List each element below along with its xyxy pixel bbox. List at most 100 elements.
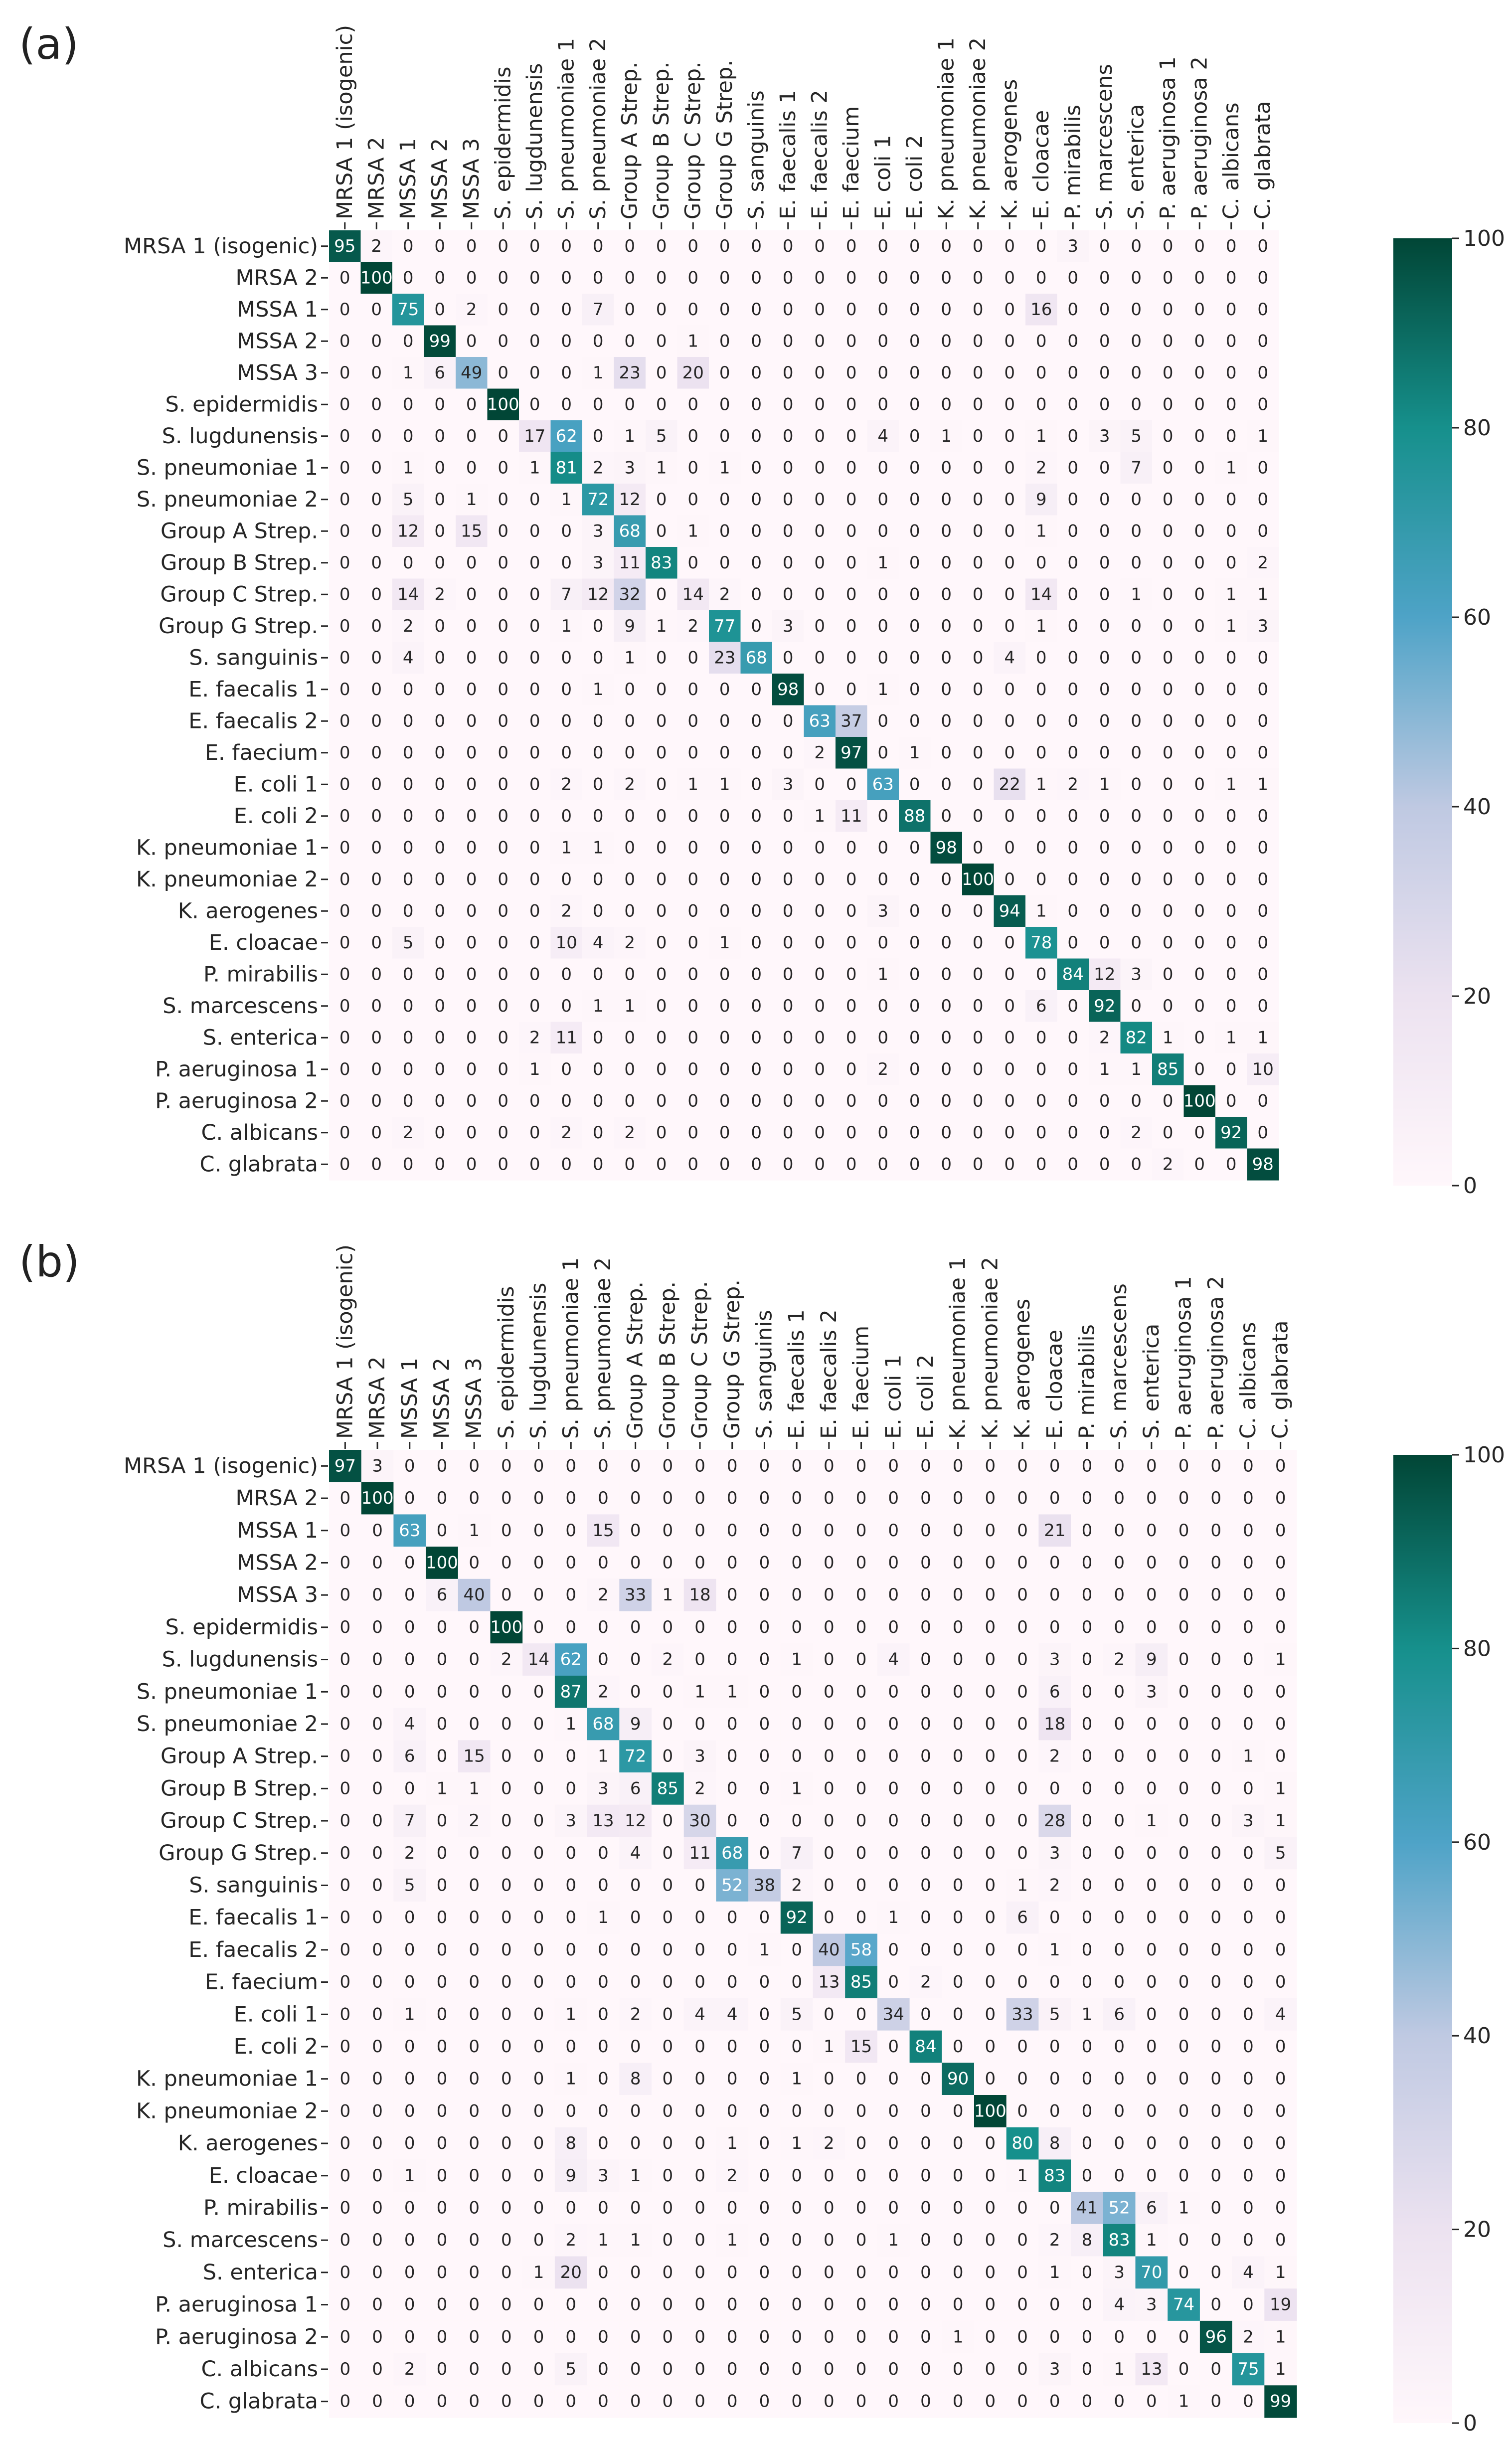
cell-value-label: 0 — [953, 1488, 964, 1508]
cell-value-label: 0 — [783, 1059, 794, 1079]
heatmap-cell — [772, 325, 805, 357]
cell-value-label: 0 — [656, 648, 667, 668]
heatmap-cell — [392, 832, 425, 864]
cell-value-label: 0 — [1163, 584, 1174, 604]
cell-value-label: 0 — [1257, 1123, 1268, 1143]
cell-value-label: 0 — [1178, 1908, 1189, 1927]
cell-value-label: 0 — [339, 616, 350, 636]
heatmap-cell — [329, 515, 361, 547]
cell-value-label: 0 — [371, 964, 382, 984]
cell-value-label: 0 — [1210, 1488, 1221, 1508]
cell-value-label: 0 — [1163, 300, 1174, 320]
cell-value-label: 0 — [1082, 1650, 1093, 1670]
cell-value-label: 0 — [533, 1875, 544, 1895]
heatmap-cell — [519, 357, 551, 389]
heatmap-cell — [487, 325, 519, 357]
cell-value-label: 0 — [466, 1059, 477, 1079]
heatmap-cell — [582, 578, 615, 611]
cell-value-label: 1 — [1257, 774, 1268, 794]
cell-value-label: 0 — [985, 2392, 996, 2412]
cell-value-label: 0 — [856, 2263, 867, 2282]
cell-value-label: 0 — [1275, 1521, 1286, 1541]
cell-value-label: 49 — [461, 363, 482, 383]
heatmap-cell — [740, 578, 773, 611]
cell-value-label: 0 — [985, 2004, 996, 2024]
cell-value-label: 2 — [824, 2133, 835, 2153]
cell-value-label: 1 — [624, 996, 635, 1016]
cell-value-label: 0 — [624, 870, 635, 889]
cell-value-label: 0 — [624, 331, 635, 351]
heatmap-cell — [1152, 230, 1184, 263]
y-tick-label: S. epidermidis — [166, 392, 318, 417]
cell-value-label: 0 — [404, 2198, 415, 2218]
heatmap-cell — [392, 610, 425, 643]
cell-value-label: 0 — [598, 1875, 609, 1895]
heatmap-cell — [1183, 515, 1216, 547]
cell-value-label: 0 — [719, 870, 730, 889]
cell-value-label: 0 — [1004, 553, 1015, 573]
y-tick-label: P. aeruginosa 1 — [155, 2292, 318, 2317]
cell-value-label: 0 — [1178, 2004, 1189, 2024]
cell-value-label: 0 — [727, 1972, 738, 1992]
cell-value-label: 0 — [340, 2069, 351, 2089]
heatmap-cell — [487, 357, 519, 389]
cell-value-label: 0 — [1099, 616, 1110, 636]
cell-value-label: 0 — [529, 1154, 540, 1174]
cell-value-label: 0 — [529, 236, 540, 256]
cell-value-label: 0 — [1017, 2359, 1028, 2379]
heatmap-cell — [804, 768, 836, 801]
heatmap-cell — [614, 420, 646, 453]
heatmap-cell — [804, 578, 836, 611]
heatmap-cell — [456, 674, 488, 706]
cell-value-label: 0 — [1067, 680, 1078, 699]
cell-value-label: 0 — [846, 996, 857, 1016]
heatmap-cell — [930, 578, 963, 611]
cell-value-label: 0 — [1146, 1747, 1157, 1766]
cell-value-label: 0 — [466, 680, 477, 699]
cell-value-label: 2 — [593, 458, 604, 478]
cell-value-label: 0 — [1146, 1553, 1157, 1573]
heatmap-cell — [740, 262, 773, 294]
heatmap-cell — [899, 864, 931, 896]
heatmap-cell — [677, 230, 709, 263]
cell-value-label: 0 — [1017, 2198, 1028, 2218]
heatmap-cell — [930, 515, 963, 547]
heatmap-cell — [550, 578, 583, 611]
cell-value-label: 0 — [856, 2101, 867, 2121]
heatmap-cell — [424, 325, 456, 357]
cell-value-label: 0 — [371, 838, 382, 858]
x-tick-label: S. enterica — [1124, 104, 1149, 219]
cell-value-label: 0 — [909, 996, 920, 1016]
cell-value-label: 0 — [909, 616, 920, 636]
cell-value-label: 0 — [1146, 2101, 1157, 2121]
heatmap-cell — [329, 547, 361, 579]
cell-value-label: 0 — [565, 2198, 576, 2218]
heatmap-cell — [1025, 484, 1058, 516]
heatmap-cell — [550, 294, 583, 326]
heatmap-cell — [1120, 420, 1153, 453]
heatmap-cell — [1025, 832, 1058, 864]
cell-value-label: 0 — [814, 648, 825, 668]
heatmap-cell — [1120, 737, 1153, 769]
cell-value-label: 0 — [759, 2133, 770, 2153]
heatmap-cell — [709, 768, 741, 801]
cell-value-label: 0 — [941, 964, 952, 984]
heatmap-cell — [519, 864, 551, 896]
cell-value-label: 0 — [371, 426, 382, 446]
cell-value-label: 0 — [371, 363, 382, 383]
cell-value-label: 0 — [1099, 1123, 1110, 1143]
cell-value-label: 0 — [687, 870, 698, 889]
cell-value-label: 0 — [340, 1553, 351, 1573]
cell-value-label: 0 — [1226, 996, 1237, 1016]
cell-value-label: 1 — [909, 743, 920, 763]
cell-value-label: 0 — [1114, 1747, 1125, 1766]
cell-value-label: 100 — [1183, 1091, 1216, 1111]
heatmap-cell — [804, 642, 836, 674]
cell-value-label: 7 — [1131, 458, 1142, 478]
cell-value-label: 0 — [1017, 1650, 1028, 1670]
heatmap-cell — [646, 230, 678, 263]
cell-value-label: 1 — [941, 426, 952, 446]
cell-value-label: 0 — [687, 426, 698, 446]
cell-value-label: 0 — [372, 1553, 383, 1573]
cell-value-label: 0 — [1146, 2327, 1157, 2347]
